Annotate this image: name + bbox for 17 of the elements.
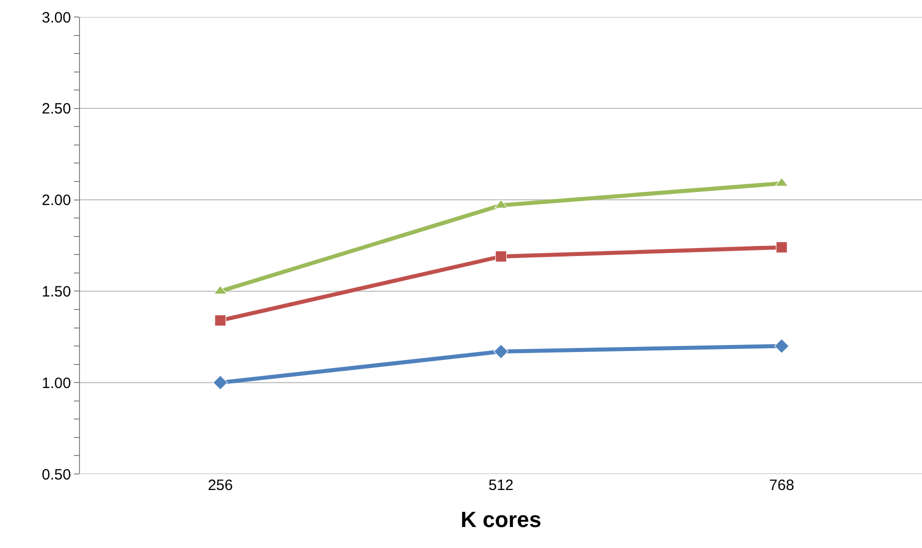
y-tick-label: 3.00 bbox=[42, 9, 71, 26]
point bbox=[495, 250, 507, 262]
point bbox=[212, 375, 228, 390]
x-tick-label: 512 bbox=[488, 477, 514, 494]
point bbox=[774, 338, 790, 354]
y-tick-label: 1.00 bbox=[42, 374, 71, 392]
point bbox=[776, 242, 788, 254]
y-tick-label: 2.50 bbox=[42, 100, 71, 118]
point bbox=[214, 314, 226, 326]
x-axis-title: K cores bbox=[460, 506, 542, 532]
y-tick-label: 0.50 bbox=[42, 466, 71, 484]
y-tick-label: 1.50 bbox=[42, 283, 71, 300]
x-tick-label: 256 bbox=[208, 477, 233, 494]
x-tick-label: 768 bbox=[769, 477, 794, 494]
y-tick-label: 2.00 bbox=[42, 192, 71, 210]
point bbox=[214, 285, 227, 294]
point bbox=[494, 344, 508, 359]
